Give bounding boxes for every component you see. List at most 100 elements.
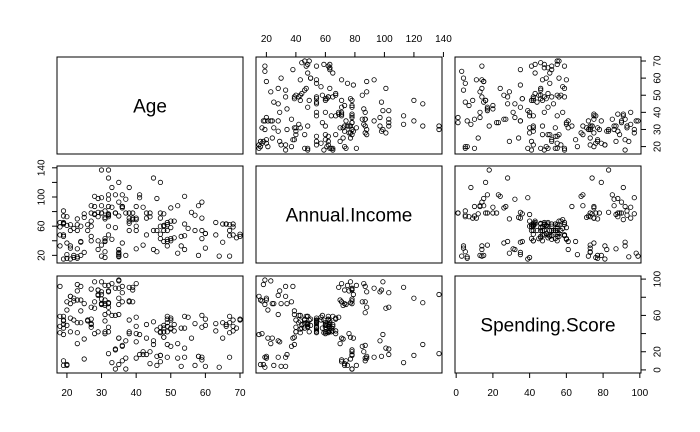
point-age-vs-annual-income	[275, 128, 281, 134]
point-age-vs-annual-income	[306, 58, 312, 64]
point-age-vs-annual-income	[349, 104, 355, 110]
point-annual-income-vs-spending-score	[512, 196, 518, 202]
point-age-vs-annual-income	[328, 113, 334, 119]
point-spending-score-vs-annual-income	[436, 291, 442, 298]
point-spending-score-vs-annual-income	[293, 324, 299, 330]
point-age-vs-spending-score	[541, 94, 547, 100]
point-age-vs-spending-score	[477, 89, 483, 95]
point-annual-income-vs-age	[220, 239, 226, 245]
y-tick-label-age: 40	[653, 106, 664, 118]
point-spending-score-vs-annual-income	[353, 362, 359, 368]
point-annual-income-vs-age	[116, 249, 122, 255]
point-age-vs-spending-score	[532, 61, 538, 68]
point-age-vs-spending-score	[473, 77, 479, 83]
point-spending-score-vs-annual-income	[349, 286, 355, 292]
point-spending-score-vs-age	[227, 354, 233, 360]
point-spending-score-vs-age	[116, 361, 122, 368]
point-annual-income-vs-age	[227, 253, 233, 259]
point-age-vs-annual-income	[349, 114, 355, 121]
point-age-vs-annual-income	[349, 97, 355, 104]
point-age-vs-annual-income	[340, 135, 346, 141]
point-annual-income-vs-age	[168, 236, 174, 242]
point-age-vs-annual-income	[293, 128, 299, 134]
point-spending-score-vs-age	[88, 316, 94, 322]
point-spending-score-vs-age	[102, 300, 108, 307]
point-spending-score-vs-annual-income	[333, 328, 339, 334]
point-annual-income-vs-age	[92, 203, 98, 210]
point-spending-score-vs-age	[164, 329, 170, 335]
point-age-vs-annual-income	[271, 125, 277, 131]
point-age-vs-spending-score	[556, 132, 562, 138]
point-age-vs-spending-score	[635, 118, 641, 124]
point-annual-income-vs-age	[147, 210, 153, 216]
point-annual-income-vs-age	[119, 203, 125, 210]
point-age-vs-annual-income	[262, 68, 268, 74]
point-annual-income-vs-age	[102, 236, 108, 242]
point-spending-score-vs-age	[164, 354, 170, 360]
point-age-vs-spending-score	[517, 67, 524, 73]
point-annual-income-vs-age	[105, 223, 112, 229]
point-annual-income-vs-spending-score	[538, 227, 544, 234]
point-age-vs-spending-score	[477, 114, 483, 121]
point-spending-score-vs-age	[126, 330, 132, 337]
point-spending-score-vs-annual-income	[282, 363, 289, 369]
point-spending-score-vs-annual-income	[353, 282, 359, 288]
point-annual-income-vs-age	[157, 179, 163, 185]
point-annual-income-vs-age	[71, 225, 77, 231]
point-annual-income-vs-age	[157, 215, 163, 221]
point-age-vs-annual-income	[307, 75, 314, 81]
point-age-vs-annual-income	[359, 116, 365, 122]
point-spending-score-vs-age	[81, 356, 87, 362]
point-spending-score-vs-annual-income	[263, 297, 269, 303]
point-spending-score-vs-age	[199, 357, 205, 363]
point-age-vs-annual-income	[288, 116, 295, 122]
point-age-vs-annual-income	[333, 92, 339, 98]
point-spending-score-vs-age	[126, 284, 132, 290]
panel-annual-income-vs-annual-income	[255, 165, 443, 264]
point-spending-score-vs-age	[140, 349, 146, 355]
point-spending-score-vs-age	[182, 354, 188, 360]
point-annual-income-vs-age	[64, 255, 70, 261]
point-age-vs-annual-income	[303, 63, 309, 69]
point-spending-score-vs-age	[78, 297, 84, 303]
point-spending-score-vs-age	[192, 320, 198, 327]
point-annual-income-vs-age	[154, 195, 160, 202]
point-age-vs-spending-score	[615, 128, 621, 134]
point-annual-income-vs-spending-score	[560, 217, 566, 223]
point-spending-score-vs-age	[150, 319, 157, 325]
point-age-vs-annual-income	[341, 128, 348, 134]
point-annual-income-vs-spending-score	[506, 250, 512, 256]
point-spending-score-vs-age	[230, 328, 236, 334]
point-age-vs-spending-score	[530, 96, 536, 102]
point-age-vs-spending-score	[561, 145, 568, 151]
point-spending-score-vs-annual-income	[313, 323, 320, 329]
point-age-vs-annual-income	[299, 60, 305, 66]
point-annual-income-vs-spending-score	[484, 192, 490, 198]
point-spending-score-vs-annual-income	[361, 349, 367, 355]
point-age-vs-spending-score	[484, 108, 490, 114]
point-annual-income-vs-age	[171, 235, 177, 241]
point-spending-score-vs-annual-income	[260, 281, 266, 288]
point-annual-income-vs-age	[168, 218, 174, 224]
point-age-vs-spending-score	[620, 111, 626, 117]
point-spending-score-vs-age	[123, 366, 129, 372]
point-spending-score-vs-age	[126, 298, 132, 304]
point-age-vs-spending-score	[563, 120, 570, 126]
point-spending-score-vs-annual-income	[411, 295, 417, 301]
point-age-vs-annual-income	[321, 147, 327, 153]
point-age-vs-annual-income	[275, 118, 281, 124]
point-annual-income-vs-age	[98, 253, 105, 259]
point-annual-income-vs-age	[92, 193, 98, 199]
point-age-vs-spending-score	[530, 125, 536, 131]
point-age-vs-spending-score	[633, 118, 639, 124]
point-annual-income-vs-age	[140, 204, 146, 210]
point-spending-score-vs-age	[105, 329, 112, 335]
point-age-vs-spending-score	[462, 144, 468, 150]
point-annual-income-vs-spending-score	[609, 192, 615, 198]
point-spending-score-vs-annual-income	[307, 316, 314, 322]
point-annual-income-vs-age	[88, 210, 94, 216]
point-age-vs-spending-score	[549, 138, 555, 144]
point-annual-income-vs-spending-score	[618, 210, 625, 216]
point-age-vs-spending-score	[560, 84, 566, 90]
point-age-vs-spending-score	[538, 87, 544, 93]
